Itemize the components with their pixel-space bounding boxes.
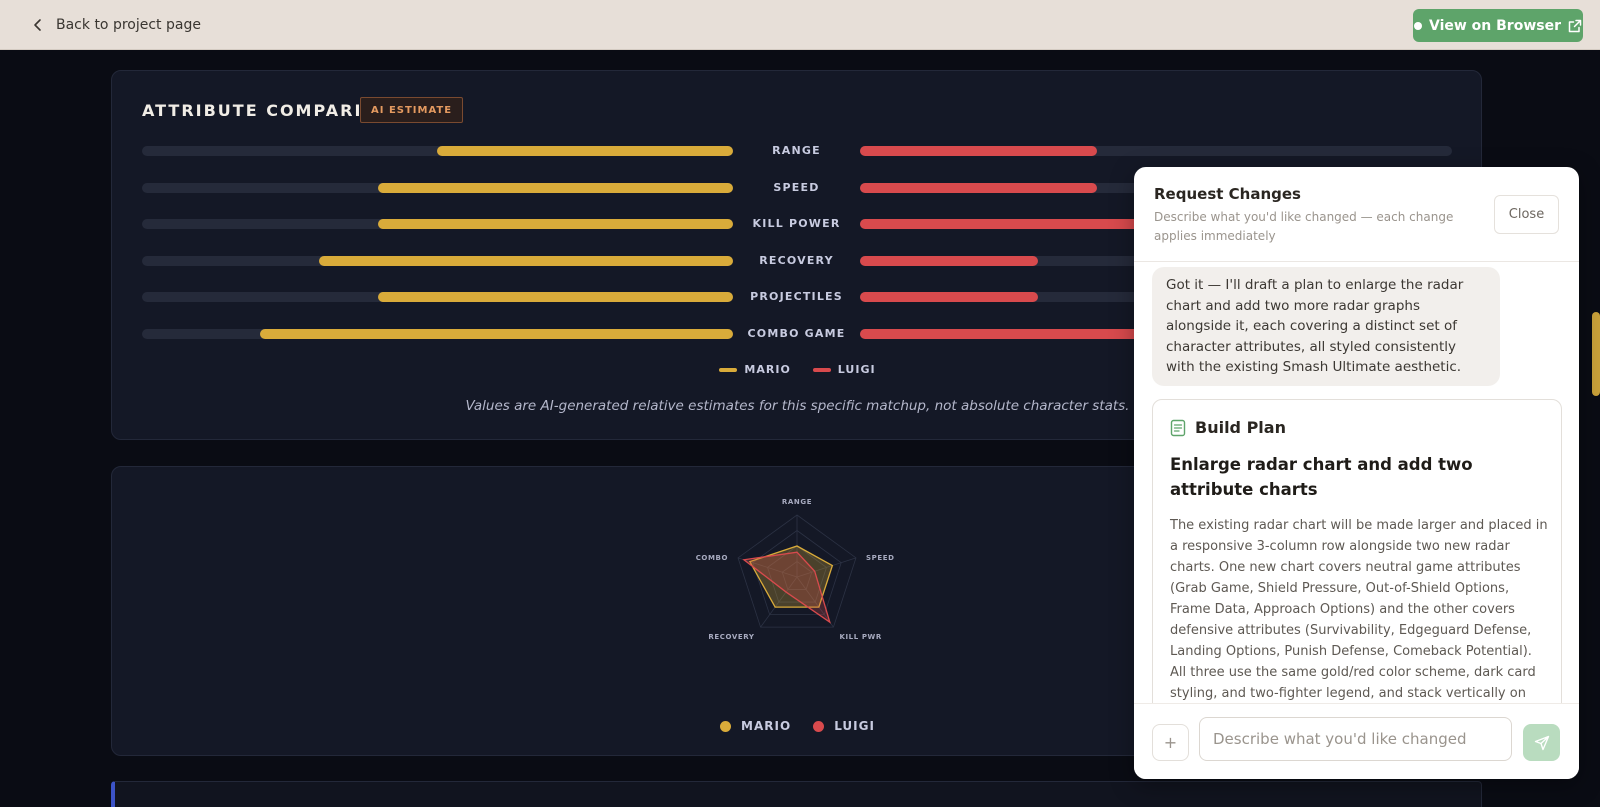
next-section-card <box>111 781 1482 807</box>
page-scrollbar[interactable] <box>1592 312 1600 396</box>
radar-axis-line <box>796 576 834 628</box>
assistant-message: Got it — I'll draft a plan to enlarge th… <box>1152 267 1500 386</box>
mario-bar <box>319 255 733 266</box>
mario-bar-track <box>142 219 733 229</box>
attribute-label: COMBO GAME <box>747 326 846 340</box>
radar-legend-label-mario: MARIO <box>741 719 792 733</box>
send-icon <box>1534 735 1549 750</box>
attach-button[interactable]: + <box>1152 724 1189 761</box>
legend-swatch-mario <box>719 367 738 372</box>
radar-grid-ring <box>767 545 827 603</box>
radar-grid-ring <box>737 514 857 628</box>
mario-bar-track <box>142 292 733 302</box>
mario-bar <box>378 219 733 229</box>
luigi-bar <box>860 255 1038 266</box>
close-button[interactable]: Close <box>1494 195 1559 234</box>
build-plan-body: The existing radar chart will be made la… <box>1170 518 1548 701</box>
luigi-bar <box>860 146 1097 156</box>
legend-label-luigi: LUIGI <box>837 363 876 376</box>
radar-legend-label-luigi: LUIGI <box>834 719 875 733</box>
bar-legend: MARIO LUIGI <box>112 363 1483 376</box>
build-plan-card: Build Plan Enlarge radar chart and add t… <box>1152 399 1562 703</box>
panel-header: Request Changes Describe what you'd like… <box>1134 167 1579 262</box>
chat-thread[interactable]: Got it — I'll draft a plan to enlarge th… <box>1134 263 1579 703</box>
attribute-label: SPEED <box>773 180 820 194</box>
mario-bar <box>378 292 733 302</box>
attribute-label: KILL POWER <box>752 217 841 230</box>
mario-bar-track <box>142 328 733 339</box>
build-plan-title: Enlarge radar chart and add two attribut… <box>1170 455 1473 499</box>
mario-bar <box>378 182 733 193</box>
radar-legend: MARIO LUIGI <box>112 719 1483 733</box>
panel-subtitle: Describe what you'd like changed — each … <box>1154 210 1454 243</box>
radar-series-luigi <box>742 551 831 624</box>
radar-legend-item-mario: MARIO <box>720 719 791 733</box>
change-request-input[interactable] <box>1199 717 1512 761</box>
attribute-label: RECOVERY <box>759 253 834 267</box>
legend-item-luigi: LUIGI <box>812 363 876 376</box>
radar-legend-dot-mario <box>720 720 732 732</box>
radar-axis-label: SPEED <box>866 554 895 562</box>
mario-bar-track <box>142 146 733 156</box>
radar-axis-label: RANGE <box>782 498 812 506</box>
radar-axis-line <box>796 557 857 578</box>
mario-bar-track <box>142 255 733 266</box>
document-icon <box>1170 419 1186 436</box>
radar-legend-dot-luigi <box>813 720 825 732</box>
luigi-bar <box>860 328 1215 339</box>
request-changes-panel: Request Changes Describe what you'd like… <box>1134 167 1579 779</box>
back-to-project-link[interactable]: Back to project page <box>30 13 201 37</box>
mario-bar-track <box>142 182 733 193</box>
view-on-browser-label: View on Browser <box>1428 17 1561 34</box>
radar-grid-ring <box>781 561 813 590</box>
radar-axis-label: RECOVERY <box>708 633 754 641</box>
legend-item-mario: MARIO <box>719 363 790 376</box>
radar-axis-line <box>737 557 798 578</box>
radar-axis-line <box>760 576 798 628</box>
build-plan-header: Build Plan <box>1170 418 1286 437</box>
attribute-label: RANGE <box>772 144 821 157</box>
luigi-bar <box>860 292 1038 302</box>
luigi-bar <box>860 182 1097 193</box>
top-bar: Back to project page View on Browser <box>0 0 1600 50</box>
radar-legend-item-luigi: LUIGI <box>813 719 875 733</box>
ai-estimate-badge: AI ESTIMATE <box>360 97 464 123</box>
radar-series-mario <box>748 545 834 608</box>
radar-chart: RANGE SPEED KILL PWR RECOVERY COMBO <box>696 498 895 641</box>
view-on-browser-button[interactable]: View on Browser <box>1413 9 1583 42</box>
legend-swatch-luigi <box>812 367 831 372</box>
luigi-bar-track <box>860 146 1452 156</box>
attribute-label: PROJECTILES <box>750 290 843 303</box>
mario-bar <box>260 328 733 339</box>
back-link-label: Back to project page <box>56 17 201 33</box>
attribute-row: RANGE <box>142 143 1452 157</box>
legend-label-mario: MARIO <box>744 363 791 376</box>
panel-title: Request Changes <box>1154 185 1301 203</box>
chevron-left-icon <box>34 19 41 31</box>
external-link-icon <box>1568 19 1582 32</box>
radar-axis-label: KILL PWR <box>839 633 881 641</box>
card-title: ATTRIBUTE COMPARISON <box>142 101 407 120</box>
build-plan-label: Build Plan <box>1195 418 1286 437</box>
chat-composer: + <box>1134 703 1579 779</box>
estimate-note: Values are AI-generated relative estimat… <box>465 398 1130 414</box>
send-button[interactable] <box>1523 724 1560 761</box>
mario-bar <box>437 146 733 156</box>
status-dot-icon <box>1413 21 1422 30</box>
radar-axis-label: COMBO <box>696 554 728 562</box>
luigi-bar <box>860 219 1334 229</box>
